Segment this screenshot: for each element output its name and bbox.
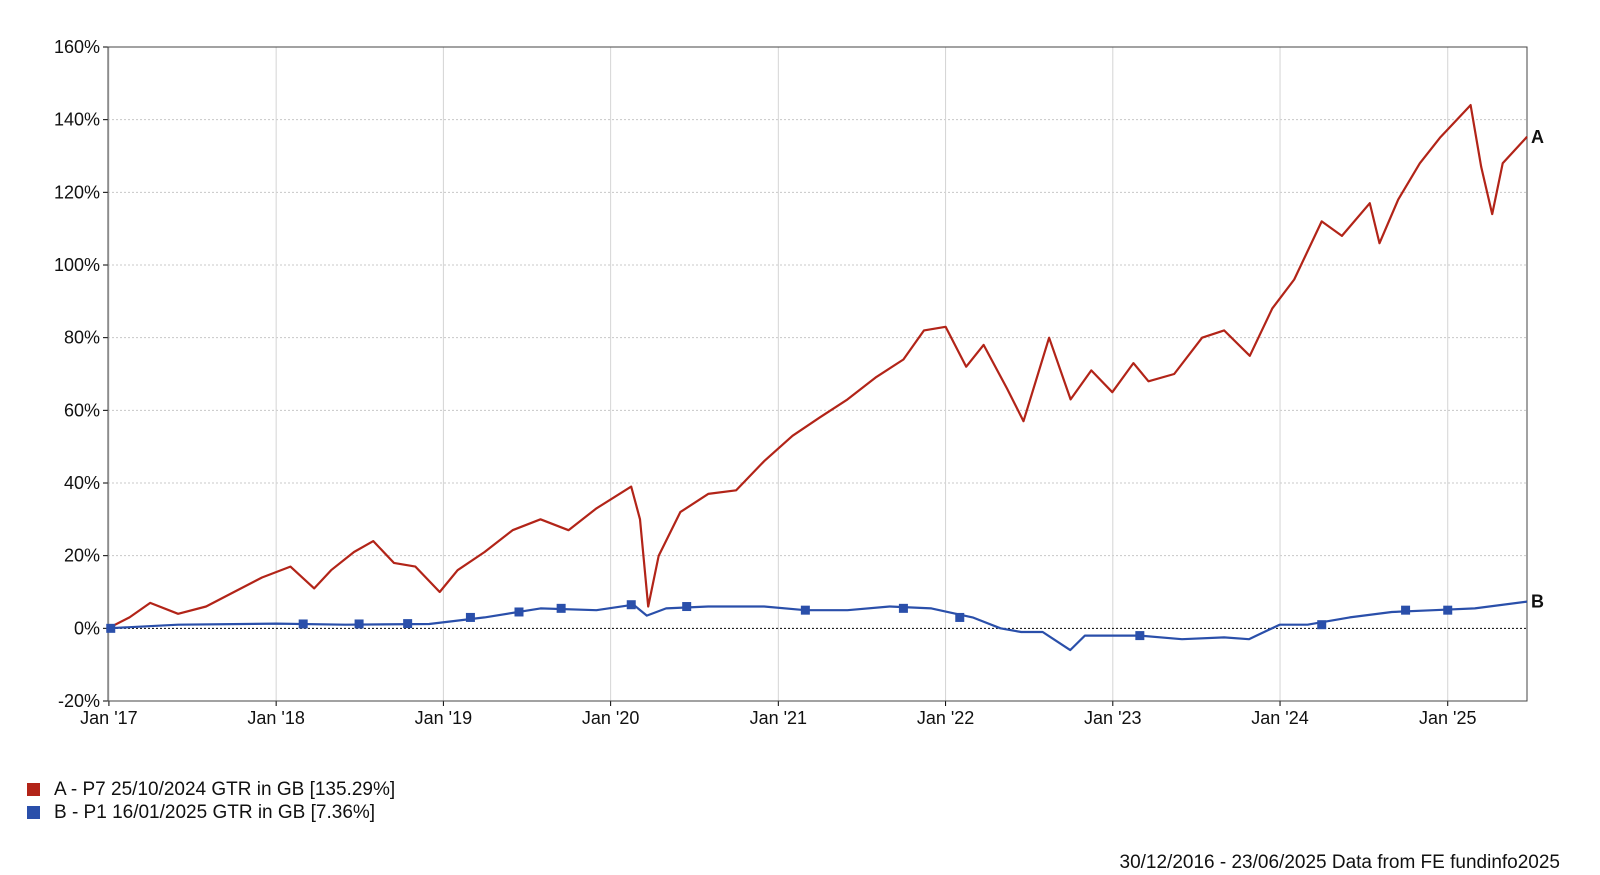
y-tick-label: 160% (54, 37, 100, 57)
axes (103, 46, 1528, 706)
legend-swatch-b (27, 806, 40, 819)
series-marker-b (1317, 620, 1327, 630)
y-tick-label: -20% (58, 691, 100, 711)
data-source-footer: 30/12/2016 - 23/06/2025 Data from FE fun… (1119, 852, 1560, 873)
x-tick-label: Jan '19 (415, 708, 472, 728)
y-tick-label: 40% (64, 473, 100, 493)
x-tick-label: Jan '23 (1084, 708, 1141, 728)
y-tick-label: 100% (54, 255, 100, 275)
series-marker-b (626, 600, 636, 610)
series-marker-b (465, 612, 475, 622)
series-marker-b (403, 619, 413, 629)
legend-label-a: A - P7 25/10/2024 GTR in GB [135.29%] (54, 778, 396, 800)
y-tick-label: 60% (64, 400, 100, 420)
series-marker-b (898, 603, 908, 613)
plot-frame (107, 46, 1528, 702)
gridlines (108, 46, 1527, 701)
legend-item-a: A - P7 25/10/2024 GTR in GB [135.29%] (27, 778, 395, 801)
legend: A - P7 25/10/2024 GTR in GB [135.29%] B … (27, 778, 395, 824)
legend-swatch-a (27, 783, 40, 796)
x-tick-label: Jan '25 (1419, 708, 1476, 728)
series-marker-b (955, 612, 965, 622)
tick-labels: -20% 0% 20% 40% 60% 80% 100% 120% 140% 160% Jan '1… (54, 37, 1544, 728)
x-tick-label: Jan '18 (247, 708, 304, 728)
series-marker-b (556, 603, 566, 613)
series-marker-b (106, 623, 116, 633)
y-tick-label: 0% (74, 618, 100, 638)
series-line-b (107, 600, 1528, 652)
x-tick-label: Jan '24 (1251, 708, 1308, 728)
series-line-a (107, 104, 1528, 630)
series-marker-b (682, 602, 692, 612)
y-tick-label: 20% (64, 546, 100, 566)
series-end-label-a: A (1531, 127, 1544, 147)
series-marker-b (1443, 605, 1453, 615)
series-marker-b (800, 605, 810, 615)
series-marker-b (298, 619, 308, 629)
x-tick-label: Jan '20 (582, 708, 639, 728)
series-marker-b (354, 619, 364, 629)
series-marker-b (1401, 605, 1411, 615)
y-tick-label: 140% (54, 110, 100, 130)
legend-label-b: B - P1 16/01/2025 GTR in GB [7.36%] (54, 801, 376, 823)
x-tick-label: Jan '21 (750, 708, 807, 728)
legend-item-b: B - P1 16/01/2025 GTR in GB [7.36%] (27, 801, 395, 824)
series-layer (106, 104, 1528, 652)
y-tick-label: 120% (54, 182, 100, 202)
y-tick-label: 80% (64, 328, 100, 348)
x-tick-label: Jan '17 (80, 708, 137, 728)
series-marker-b (1135, 631, 1145, 641)
series-end-label-b: B (1531, 592, 1544, 612)
series-marker-b (514, 607, 524, 617)
x-tick-label: Jan '22 (917, 708, 974, 728)
